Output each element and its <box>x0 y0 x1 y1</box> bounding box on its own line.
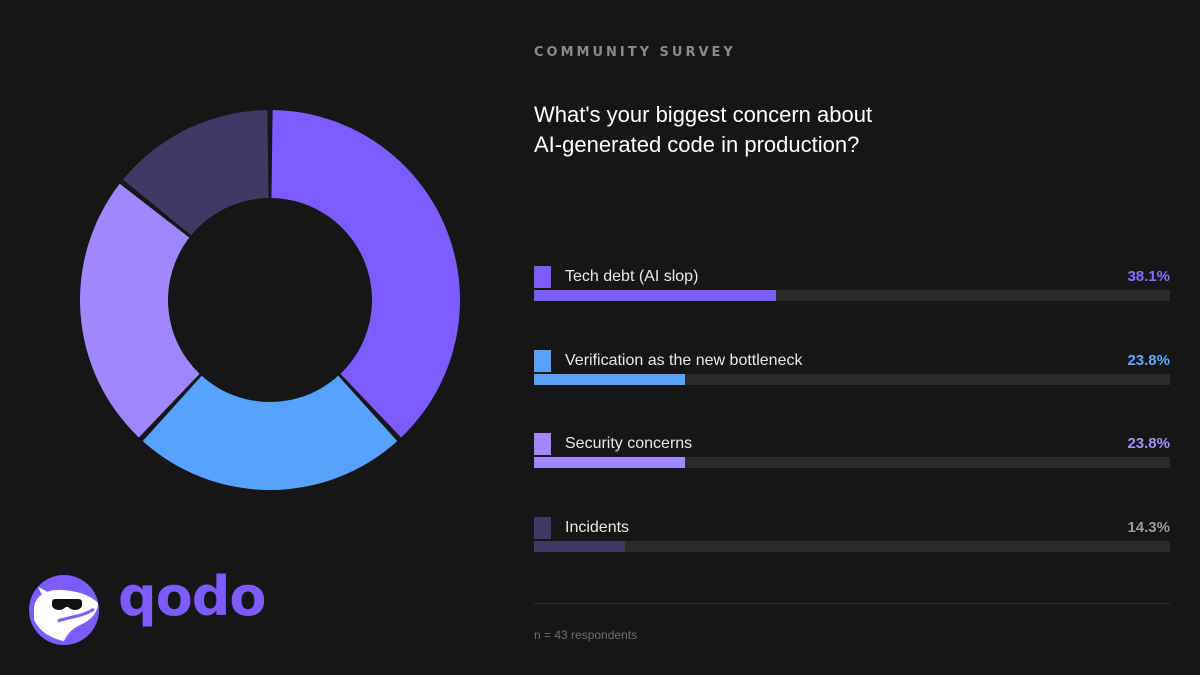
result-percent: 23.8% <box>1127 351 1170 369</box>
donut-slice <box>123 110 269 236</box>
progress-fill <box>534 457 686 468</box>
brand-wordmark: qodo <box>118 565 267 628</box>
result-percent: 14.3% <box>1127 518 1170 536</box>
result-label: Security concerns <box>565 435 693 452</box>
result-percent: 23.8% <box>1127 435 1170 452</box>
footer-divider <box>534 603 1170 604</box>
result-row: Tech debt (AI slop) 38.1% <box>534 266 1170 350</box>
legend-swatch <box>534 266 551 288</box>
progress-fill <box>534 373 686 385</box>
legend-swatch <box>534 516 551 539</box>
question-line-1: What's your biggest concern about <box>534 102 873 127</box>
donut-chart <box>80 110 461 491</box>
legend-swatch <box>534 433 551 455</box>
progress-track <box>534 373 1170 385</box>
survey-eyebrow: COMMUNITY SURVEY <box>534 45 736 60</box>
result-label: Verification as the new bottleneck <box>565 351 803 369</box>
legend-swatch <box>534 349 551 372</box>
result-row: Incidents 14.3% <box>534 516 1170 601</box>
donut-slice <box>142 375 398 491</box>
anteater-mascot-icon <box>29 575 99 645</box>
qodo-logo: qodo <box>28 565 268 648</box>
survey-question: What's your biggest concern about AI-gen… <box>534 100 1094 160</box>
result-row: Verification as the new bottleneck 23.8% <box>534 349 1170 434</box>
result-label: Incidents <box>565 518 630 536</box>
progress-track <box>534 290 1170 301</box>
result-label: Tech debt (AI slop) <box>565 268 699 285</box>
progress-fill <box>534 290 777 301</box>
progress-track <box>534 540 1170 552</box>
donut-slice <box>271 110 461 438</box>
donut-slice <box>80 183 200 438</box>
respondent-count: n = 43 respondents <box>534 628 638 642</box>
question-line-2: AI-generated code in production? <box>534 132 860 157</box>
result-percent: 38.1% <box>1127 268 1170 285</box>
progress-track <box>534 457 1170 468</box>
results-list: Tech debt (AI slop) 38.1% Verification a… <box>534 266 1170 600</box>
result-row: Security concerns 23.8% <box>534 433 1170 517</box>
progress-fill <box>534 540 625 552</box>
